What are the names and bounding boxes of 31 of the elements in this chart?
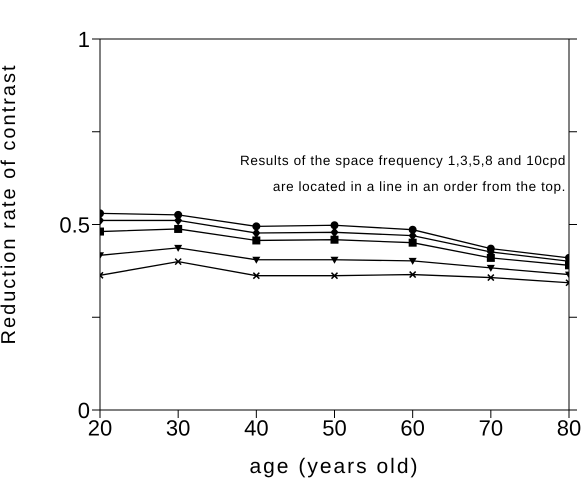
- y-tick-label: 0: [78, 398, 90, 423]
- point: [486, 264, 495, 272]
- point: [330, 236, 338, 244]
- x-tick-label: 50: [322, 416, 347, 441]
- annotation: are located in a line in an order from the top.: [272, 178, 566, 196]
- point: [252, 256, 260, 264]
- point: [408, 270, 416, 278]
- point: [252, 222, 260, 230]
- y-tick-label: 1: [78, 26, 90, 52]
- x-tick-label: 20: [88, 416, 112, 441]
- x-tick-label: 70: [478, 416, 504, 441]
- y-axis-title: Reduction rate of contrast: [0, 63, 20, 344]
- x-axis-title: age (years old): [249, 455, 420, 478]
- x-tick-label: 80: [556, 416, 582, 441]
- annotation: Results of the space frequency 1,3,5,8 and 10cpd: [239, 152, 566, 170]
- x-tick-label: 60: [400, 416, 425, 441]
- point: [408, 238, 417, 247]
- point: [252, 236, 260, 244]
- point: [174, 224, 182, 233]
- x-tick-label: 40: [244, 416, 269, 441]
- point: [174, 258, 182, 266]
- point: [408, 258, 417, 265]
- point: [330, 221, 338, 230]
- y-tick-label: 0.5: [59, 212, 90, 238]
- point: [330, 272, 338, 280]
- point: [486, 254, 495, 262]
- point: [330, 256, 338, 264]
- point: [487, 274, 495, 282]
- point: [174, 244, 182, 252]
- x-tick-label: 30: [166, 416, 190, 441]
- point: [252, 272, 260, 280]
